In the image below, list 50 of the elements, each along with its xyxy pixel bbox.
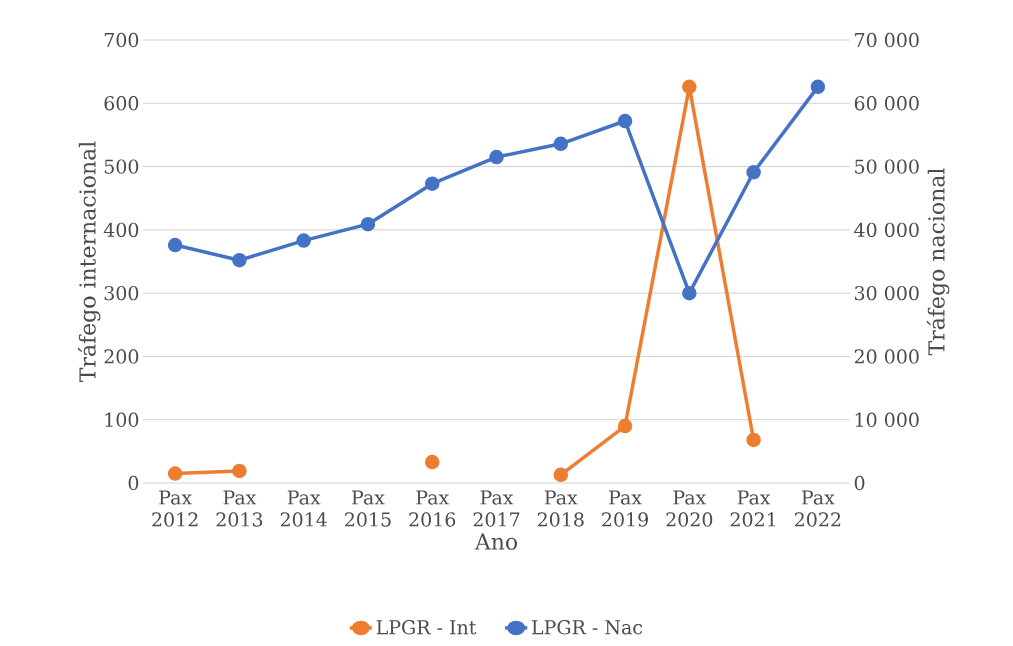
y2-tick-label: 0 <box>854 475 865 491</box>
x-tick-label: Pax 2018 <box>537 490 584 527</box>
y2-tick-label: 20 000 <box>854 349 919 364</box>
y-tick-label: 200 <box>104 349 139 364</box>
y-tick-label: 700 <box>104 32 139 48</box>
y2-tick-label: 40 000 <box>854 222 919 238</box>
x-axis-title: Ano <box>474 533 518 550</box>
y2-tick-label: 10 000 <box>855 412 919 427</box>
x-tick-label: Pax 2015 <box>345 490 391 527</box>
x-tick-label: Pax 2013 <box>216 490 263 527</box>
y-tick-label: 0 <box>128 475 139 491</box>
y-tick-label: 500 <box>104 159 139 174</box>
point <box>617 418 633 434</box>
point <box>167 466 183 481</box>
x-tick-label: Pax 2016 <box>409 490 456 527</box>
x-tick-label: Pax 2021 <box>730 490 776 527</box>
point <box>810 79 826 95</box>
y-tick-label: 600 <box>104 96 139 111</box>
point <box>424 454 440 470</box>
point <box>746 165 761 180</box>
y2-tick-label: 30 000 <box>854 285 919 301</box>
point <box>360 216 376 232</box>
point <box>617 113 633 129</box>
point <box>424 176 440 191</box>
x-tick-label: Pax 2019 <box>602 490 648 527</box>
y2-tick-label: 60 000 <box>854 96 919 111</box>
point <box>232 463 247 479</box>
point <box>553 136 569 152</box>
point <box>489 149 504 165</box>
y-tick-label: 100 <box>105 412 139 427</box>
point <box>167 237 183 253</box>
point <box>553 467 569 483</box>
y-tick-label: 400 <box>103 222 139 238</box>
y-axis-title: Tráfego internacional <box>77 141 101 383</box>
x-tick-label: Pax 2012 <box>152 490 198 527</box>
x-tick-label: Pax 2017 <box>473 490 520 527</box>
x-tick-label: Pax 2020 <box>666 490 713 527</box>
y2-tick-label: 70 000 <box>855 32 919 48</box>
x-tick-label: Pax 2022 <box>794 490 841 527</box>
point <box>682 79 697 95</box>
y2-axis-title: Tráfego nacional <box>926 168 950 356</box>
legend-label: LPGR - Int <box>376 620 477 635</box>
legend-label: LPGR - Nac <box>532 620 643 635</box>
point <box>232 252 247 268</box>
y-tick-label: 300 <box>104 285 139 301</box>
point <box>296 233 311 248</box>
point <box>746 432 761 448</box>
x-tick-label: Pax 2014 <box>280 490 327 527</box>
y2-tick-label: 50 000 <box>855 159 919 174</box>
point <box>682 285 697 301</box>
